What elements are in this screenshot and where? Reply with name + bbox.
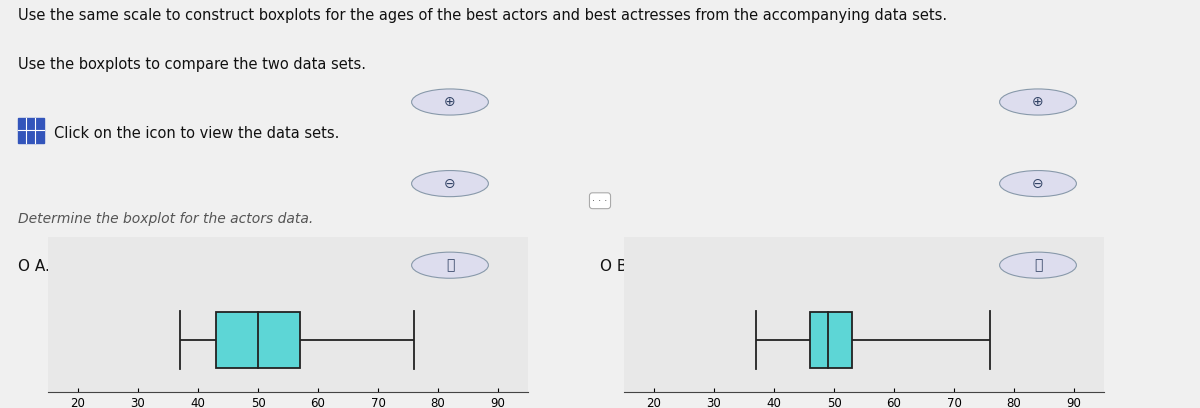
Text: ⊕: ⊕ [444, 95, 456, 109]
Text: Click on the icon to view the data sets.: Click on the icon to view the data sets. [54, 126, 340, 142]
Text: ⧉: ⧉ [1034, 258, 1042, 272]
Text: Use the same scale to construct boxplots for the ages of the best actors and bes: Use the same scale to construct boxplots… [18, 8, 947, 23]
Text: O A.: O A. [18, 259, 50, 273]
FancyBboxPatch shape [18, 118, 44, 143]
Text: ⊕: ⊕ [1032, 95, 1044, 109]
Text: ⧉: ⧉ [446, 258, 454, 272]
Text: ⊖: ⊖ [444, 177, 456, 191]
Text: ⊖: ⊖ [1032, 177, 1044, 191]
Bar [810, 312, 852, 368]
Bar [216, 312, 300, 368]
Text: Use the boxplots to compare the two data sets.: Use the boxplots to compare the two data… [18, 57, 366, 72]
Text: · · ·: · · · [593, 196, 607, 206]
Text: O B.: O B. [600, 259, 632, 273]
Text: Determine the boxplot for the actors data.: Determine the boxplot for the actors dat… [18, 212, 313, 226]
